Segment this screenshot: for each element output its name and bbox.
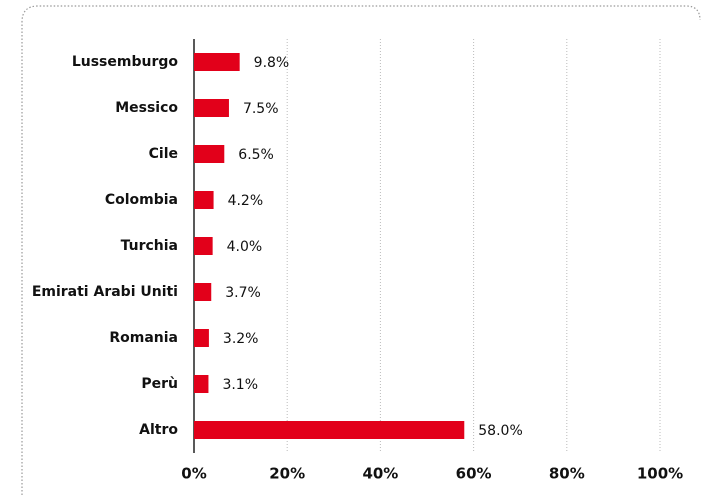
bar (194, 53, 240, 71)
y-tick-label: Romania (109, 330, 178, 346)
value-label: 9.8% (254, 55, 290, 71)
value-label: 3.7% (225, 285, 261, 301)
bar (194, 99, 229, 117)
bar (194, 421, 465, 439)
bar (194, 283, 212, 301)
x-tick-label: 100% (637, 465, 683, 483)
y-tick-label: Turchia (121, 238, 178, 254)
y-tick-label: Messico (115, 100, 178, 116)
value-label: 4.2% (228, 193, 264, 209)
bar (194, 237, 213, 255)
value-label: 7.5% (243, 101, 279, 117)
bar (194, 191, 214, 209)
x-tick-label: 20% (269, 465, 305, 483)
bar (194, 329, 209, 347)
x-tick-label: 40% (362, 465, 398, 483)
y-tick-label: Lussemburgo (72, 54, 179, 70)
value-label: 6.5% (238, 147, 274, 163)
x-tick-label: 80% (549, 465, 585, 483)
value-label: 4.0% (227, 239, 263, 255)
value-label: 58.0% (478, 423, 522, 439)
x-tick-label: 0% (181, 465, 206, 483)
x-tick-label: 60% (456, 465, 492, 483)
y-tick-label: Emirati Arabi Uniti (32, 284, 178, 300)
value-label: 3.2% (223, 331, 259, 347)
value-label: 3.1% (222, 377, 258, 393)
y-tick-label: Altro (139, 422, 178, 438)
y-tick-label: Cile (149, 146, 178, 162)
bar (194, 375, 209, 393)
y-tick-label: Perù (141, 376, 178, 392)
y-tick-label: Colombia (105, 192, 178, 208)
bar (194, 145, 225, 163)
